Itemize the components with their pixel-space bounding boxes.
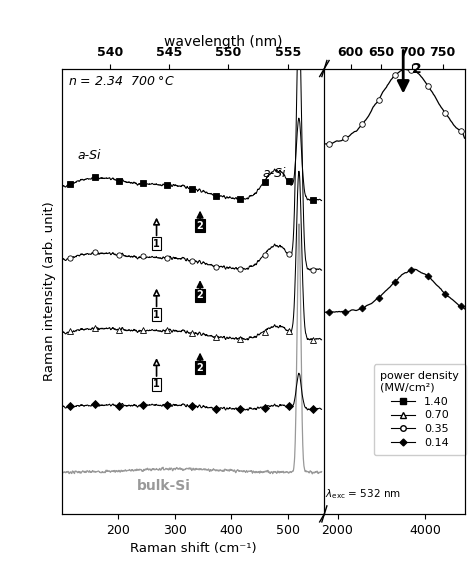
Text: a-Si: a-Si bbox=[77, 149, 100, 162]
Text: 1: 1 bbox=[153, 380, 160, 389]
Text: 1: 1 bbox=[153, 239, 160, 249]
Text: 1: 1 bbox=[153, 310, 160, 320]
Text: a-Si: a-Si bbox=[263, 167, 286, 180]
Text: $n$ = 2.34  700 °C: $n$ = 2.34 700 °C bbox=[68, 75, 175, 89]
Text: 2: 2 bbox=[197, 291, 203, 300]
X-axis label: Raman shift (cm⁻¹): Raman shift (cm⁻¹) bbox=[130, 542, 256, 555]
Text: bulk-Si: bulk-Si bbox=[137, 479, 190, 493]
Legend: 1.40, 0.70, 0.35, 0.14: 1.40, 0.70, 0.35, 0.14 bbox=[374, 364, 466, 455]
Text: 2: 2 bbox=[197, 363, 203, 373]
Y-axis label: Raman intensity (arb. unit): Raman intensity (arb. unit) bbox=[43, 202, 56, 381]
Text: wavelength (nm): wavelength (nm) bbox=[164, 34, 282, 49]
Text: 2: 2 bbox=[197, 221, 203, 231]
Text: $\lambda_{\rm exc}$ = 532 nm: $\lambda_{\rm exc}$ = 532 nm bbox=[325, 487, 401, 501]
Text: 2: 2 bbox=[411, 62, 421, 76]
